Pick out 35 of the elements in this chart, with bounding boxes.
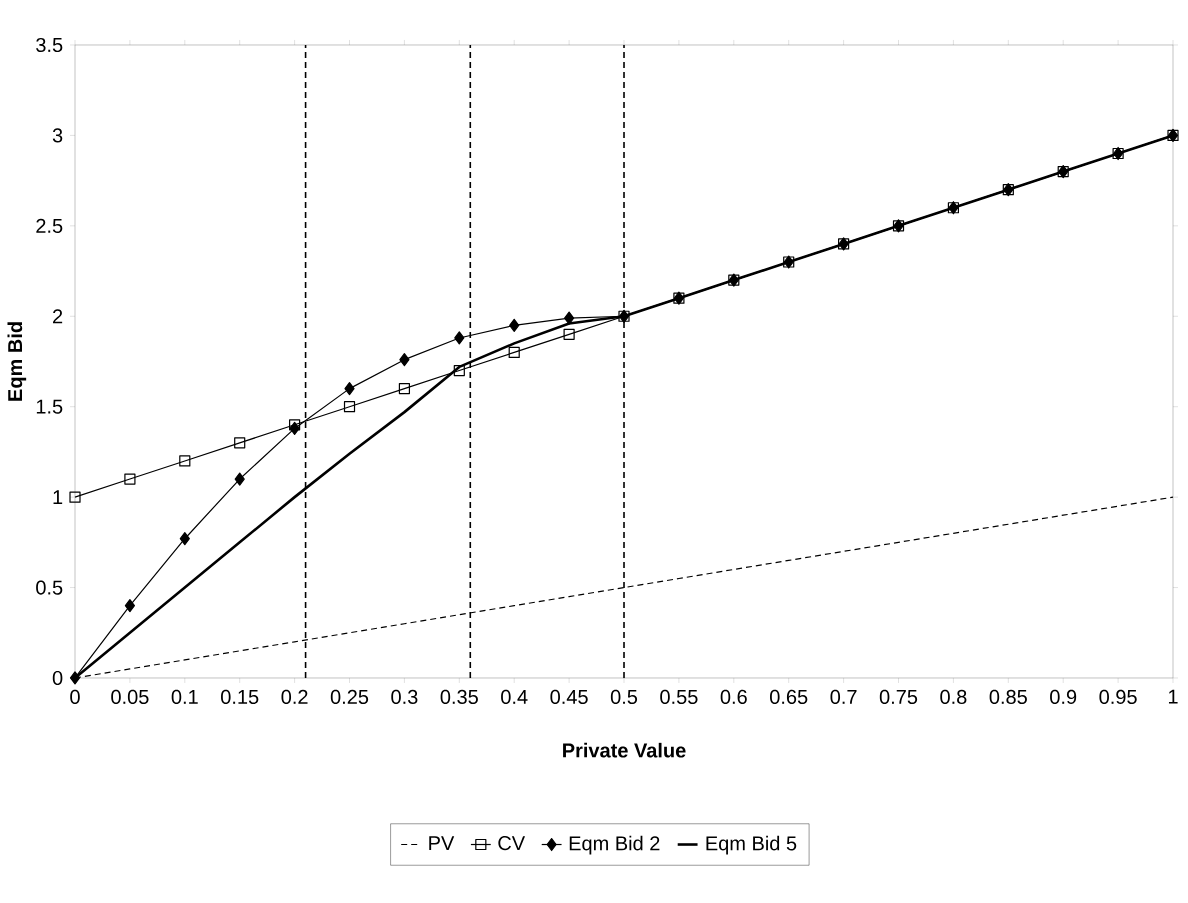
x-tick-label: 0.95 [1099, 689, 1137, 705]
x-tick-label: 0.4 [501, 689, 528, 705]
legend-label: CV [498, 836, 526, 851]
x-tick-label: 0.9 [1050, 689, 1077, 705]
legend-label: Eqm Bid 5 [706, 835, 797, 855]
legend-label: Eqm Bid 2 [569, 835, 660, 855]
y-tick-label: 0 [52, 670, 63, 686]
x-tick-label: 0.1 [171, 689, 198, 705]
x-tick-label: 0.7 [830, 689, 857, 705]
x-tick-label: 1 [1168, 689, 1178, 704]
y-tick-label: 2.5 [36, 218, 63, 233]
x-tick-label: 0.75 [879, 689, 918, 705]
x-tick-label: 0.2 [281, 689, 308, 705]
x-tick-label: 0.35 [440, 689, 478, 705]
y-tick-label: 3 [52, 128, 63, 143]
x-tick-label: 0.8 [940, 689, 967, 705]
x-tick-label: 0.55 [660, 689, 698, 705]
x-tick-label: 0.05 [111, 689, 149, 705]
x-tick-label: 0.85 [989, 689, 1027, 705]
x-tick-label: 0.5 [610, 689, 638, 705]
x-tick-label: 0.3 [391, 689, 418, 705]
y-tick-label: 0.5 [36, 580, 63, 595]
legend-label: PV [429, 836, 455, 850]
x-tick-label: 0.25 [330, 689, 369, 705]
y-tick-label: 2 [53, 309, 63, 324]
x-axis-title: Private Value [563, 742, 686, 758]
y-axis-title: Eqm Bid [7, 322, 27, 401]
x-tick-label: 0.65 [770, 689, 808, 705]
x-tick-label: 0.45 [550, 689, 588, 705]
x-tick-label: 0.6 [720, 689, 747, 705]
y-tick-label: 1 [53, 490, 63, 505]
x-tick-label: 0 [70, 689, 80, 705]
y-tick-label: 3.5 [36, 37, 63, 53]
y-tick-label: 1.5 [36, 399, 63, 414]
x-tick-label: 0.15 [221, 689, 259, 705]
